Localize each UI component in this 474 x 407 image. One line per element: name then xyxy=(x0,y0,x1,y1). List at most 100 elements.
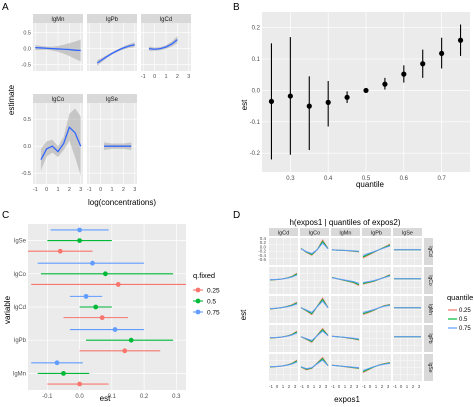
point-estimate xyxy=(382,81,388,87)
category-label: lgPb xyxy=(14,338,27,344)
curve-q0.75 xyxy=(300,300,329,314)
x-tick-label: 0.6 xyxy=(400,176,409,182)
cell-lgSe-lgCd xyxy=(269,354,298,381)
x-tick-label: 1 xyxy=(313,384,316,389)
smooth-line xyxy=(35,46,81,52)
y-tick-label: 0.1 xyxy=(252,57,261,63)
confidence-ribbon xyxy=(40,108,81,176)
y-tick-label: -0.6 xyxy=(258,257,266,262)
cell-lgMn-lgSe xyxy=(393,296,422,323)
panel-a-xlabel: log(concentrations) xyxy=(88,198,156,207)
x-tick-label: 2 xyxy=(68,187,71,193)
x-tick-label: 3 xyxy=(325,384,328,389)
point-estimate xyxy=(325,99,331,105)
cell-lgCd-lgMn xyxy=(331,238,360,265)
point-estimate xyxy=(268,98,275,105)
category-label: lgMn xyxy=(13,371,26,377)
x-tick-label: 0.4 xyxy=(324,176,333,182)
point-estimate-0.75 xyxy=(83,293,89,299)
y-tick-label: 0.4 xyxy=(260,236,267,241)
y-tick-label: -0.5 xyxy=(22,171,31,177)
x-tick-label: 3 xyxy=(133,187,136,193)
x-tick-label: 0.1 xyxy=(108,394,117,400)
curve-q0.75 xyxy=(331,277,360,284)
legend-label: 0.5 xyxy=(459,317,468,323)
point-estimate-0.5 xyxy=(128,337,134,343)
curve-q0.75 xyxy=(269,361,298,368)
confidence-ribbon xyxy=(148,36,178,51)
x-tick-label: 0 xyxy=(276,384,279,389)
panel-c-ylabel: variable xyxy=(3,295,12,324)
facet-lgPb: lgPb xyxy=(87,14,137,71)
x-tick-label: 3 xyxy=(294,384,297,389)
x-tick-label: -1 xyxy=(300,384,304,389)
curve-q0.75 xyxy=(362,304,391,313)
y-tick-label: 0.2 xyxy=(252,26,261,32)
point-estimate xyxy=(306,103,312,109)
x-tick-label: 1 xyxy=(56,187,59,193)
panel-d-grid: lgCd lgCo lgMn lgPb lgSe lgCd lgCo lgMn lgPb lgSe… xyxy=(258,228,471,389)
legend-label: 0.25 xyxy=(207,287,220,294)
x-tick-label: 0.5 xyxy=(362,176,371,182)
facet-strip-label: lgSe xyxy=(106,97,119,103)
point-estimate-0.25 xyxy=(115,282,121,287)
point-estimate-0.5 xyxy=(77,238,82,244)
smooth-line xyxy=(40,126,82,161)
panel-letter-c: C xyxy=(2,210,9,221)
x-tick-label: 0 xyxy=(45,187,48,193)
x-tick-label: 3 xyxy=(418,384,421,389)
y-tick-label: 0.0 xyxy=(23,144,31,150)
x-tick-label: -0.1 xyxy=(42,394,53,400)
col-strip-label: lgSe xyxy=(402,231,413,237)
cell-lgCd-lgPb xyxy=(362,238,391,265)
row-strip xyxy=(424,238,433,265)
legend-key-point xyxy=(195,287,201,293)
x-tick-label: 2 xyxy=(350,384,353,389)
x-tick-label: 2 xyxy=(288,384,291,389)
curve-q0.75 xyxy=(331,364,360,369)
y-tick-label: 0.5 xyxy=(23,117,31,123)
curve-q0.75 xyxy=(362,245,391,256)
point-estimate xyxy=(457,37,464,43)
x-tick-label: -1 xyxy=(87,187,92,193)
panel-d-xlabel: expos1 xyxy=(334,395,360,404)
x-tick-label: 0.7 xyxy=(437,176,446,182)
facet-strip xyxy=(87,94,137,103)
curve-q0.75 xyxy=(269,274,298,281)
x-tick-label: 2 xyxy=(412,384,415,389)
x-tick-label: 1 xyxy=(344,384,347,389)
curve-q0.75 xyxy=(269,332,298,339)
panel-c-chart: lgSe lgCo lgCd lgPb lgMn -0.1 0.0 0.1 0.2 0.3 0.25… xyxy=(13,224,220,400)
curve-q0.75 xyxy=(300,359,329,370)
x-tick-label: 2 xyxy=(176,74,179,80)
y-tick-label: -0.5 xyxy=(22,63,31,69)
curve-q0.75 xyxy=(331,335,360,340)
legend-label: 0.75 xyxy=(459,326,471,332)
facet-strip-label: lgCd xyxy=(160,17,172,23)
point-estimate xyxy=(287,93,293,99)
panel-c-xlabel: est xyxy=(100,394,111,403)
curve-q0.75 xyxy=(300,330,329,342)
category-label: lgSe xyxy=(14,239,27,245)
panel-a-ylabel: estimate xyxy=(7,84,16,115)
x-tick-label: -1 xyxy=(141,74,146,80)
y-tick-label: -0.4 xyxy=(258,253,266,258)
x-tick-label: 0 xyxy=(400,384,403,389)
col-strip xyxy=(331,228,360,236)
legend-label: 0.5 xyxy=(207,298,216,305)
cell-lgSe-lgMn xyxy=(331,354,360,381)
cell-lgCo-lgCd xyxy=(269,267,298,294)
col-strip-label: lgMn xyxy=(340,231,352,237)
cell-lgMn-lgMn xyxy=(331,296,360,323)
point-estimate-0.25 xyxy=(77,381,82,387)
x-tick-label: 0 xyxy=(369,384,372,389)
y-tick-label: 0.2 xyxy=(260,240,267,245)
cell-lgCo-lgMn xyxy=(331,267,360,294)
y-tick-label: 0.0 xyxy=(23,47,31,53)
y-tick-label: 0.0 xyxy=(252,88,261,94)
x-tick-label: 3 xyxy=(187,74,190,80)
smooth-line xyxy=(96,44,135,64)
cell-lgMn-lgPb xyxy=(362,296,391,323)
panel-b-chart: 0.3 0.4 0.5 0.6 0.7 -0.2 -0.1 0.0 0.1 0.2 xyxy=(250,12,470,182)
facet-lgMn: lgMn -0.5 0.0 0.5 xyxy=(22,14,83,71)
